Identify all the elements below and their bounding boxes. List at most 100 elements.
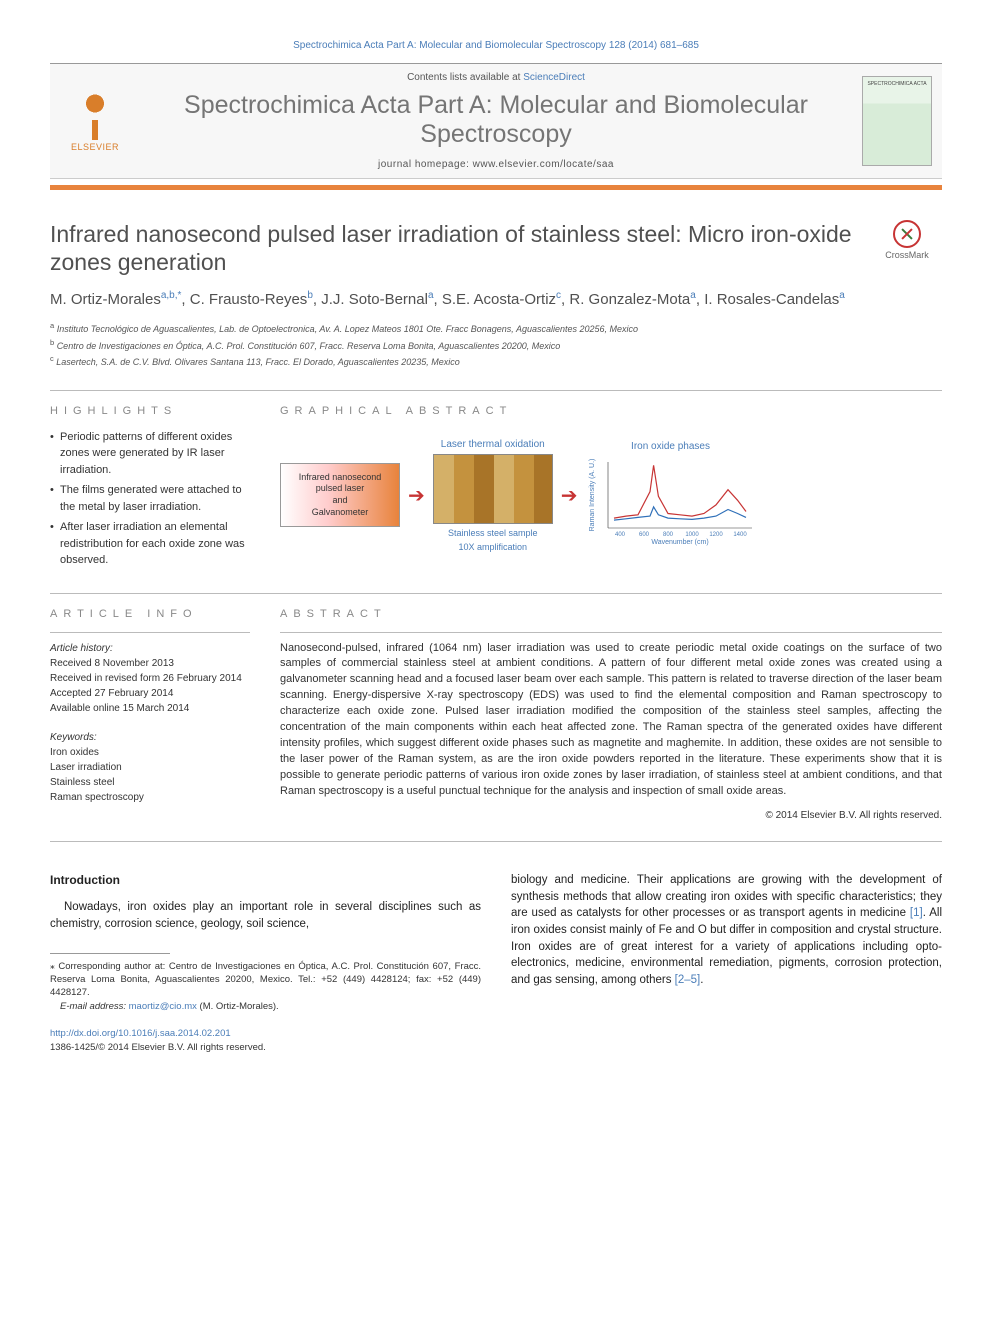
- ga-arrow-2-icon: ➔: [561, 483, 578, 508]
- elsevier-tree-icon: [70, 90, 120, 140]
- highlights-head: HIGHLIGHTS: [50, 405, 250, 417]
- ga-sample-cap2: 10X amplification: [433, 542, 553, 552]
- author-4-affil: c: [556, 290, 561, 301]
- contents-available-line: Contents lists available at ScienceDirec…: [150, 72, 842, 83]
- highlights-ga-row: HIGHLIGHTS Periodic patterns of differen…: [50, 405, 942, 573]
- email-link[interactable]: maortiz@cio.mx: [129, 1001, 197, 1012]
- svg-text:800: 800: [663, 532, 674, 538]
- keyword: Iron oxides: [50, 745, 250, 760]
- crossmark-label: CrossMark: [885, 250, 929, 260]
- info-subdivider: [50, 632, 250, 633]
- keyword: Stainless steel: [50, 775, 250, 790]
- journal-homepage: journal homepage: www.elsevier.com/locat…: [150, 159, 842, 170]
- email-label: E-mail address:: [60, 1001, 129, 1012]
- ga-sample-image: [433, 454, 553, 524]
- svg-text:Wavenumber (cm): Wavenumber (cm): [651, 539, 708, 546]
- author-2-affil: b: [307, 290, 313, 301]
- ga-laser-l4: Galvanometer: [287, 507, 393, 519]
- crossmark-icon: [893, 220, 921, 248]
- article-info-head: ARTICLE INFO: [50, 608, 250, 620]
- journal-cover-thumb: SPECTROCHIMICA ACTA: [862, 76, 932, 166]
- title-row: Infrared nanosecond pulsed laser irradia…: [50, 220, 942, 278]
- ga-laser-l2: pulsed laser: [287, 483, 393, 495]
- article-info-column: ARTICLE INFO Article history: Received 8…: [50, 608, 250, 821]
- divider-1: [50, 390, 942, 391]
- body-col-right: biology and medicine. Their applications…: [511, 872, 942, 1054]
- email-footnote: E-mail address: maortiz@cio.mx (M. Ortiz…: [50, 1000, 481, 1013]
- article-title: Infrared nanosecond pulsed laser irradia…: [50, 220, 852, 278]
- author-2: C. Frausto-Reyes: [190, 291, 308, 308]
- author-1: M. Ortiz-Morales: [50, 291, 161, 308]
- history-head: Article history:: [50, 641, 250, 656]
- article-history: Article history: Received 8 November 201…: [50, 641, 250, 716]
- author-list: M. Ortiz-Moralesa,b,*, C. Frausto-Reyesb…: [50, 289, 942, 310]
- elsevier-logo: ELSEVIER: [60, 86, 130, 156]
- author-4: S.E. Acosta-Ortiz: [442, 291, 556, 308]
- affiliation-b: b Centro de Investigaciones en Óptica, A…: [50, 337, 942, 354]
- journal-masthead: ELSEVIER Contents lists available at Sci…: [50, 63, 942, 179]
- author-6: I. Rosales-Candelas: [704, 291, 839, 308]
- affiliation-a: a Instituto Tecnológico de Aguascaliente…: [50, 320, 942, 337]
- abstract-column: ABSTRACT Nanosecond-pulsed, infrared (10…: [280, 608, 942, 821]
- ga-laser-l3: and: [287, 495, 393, 507]
- intro-2c: .: [700, 974, 703, 986]
- svg-text:600: 600: [639, 532, 650, 538]
- ga-phases-label: Iron oxide phases: [586, 441, 756, 452]
- doi-link[interactable]: http://dx.doi.org/10.1016/j.saa.2014.02.…: [50, 1028, 231, 1039]
- author-6-affil: a: [839, 290, 845, 301]
- highlight-item: After laser irradiation an elemental red…: [50, 519, 250, 569]
- top-citation: Spectrochimica Acta Part A: Molecular an…: [50, 40, 942, 51]
- ga-laser-box: Infrared nanosecond pulsed laser and Gal…: [280, 463, 400, 528]
- crossmark-badge[interactable]: CrossMark: [872, 220, 942, 260]
- email-attribution: (M. Ortiz-Morales).: [197, 1001, 279, 1012]
- highlights-list: Periodic patterns of different oxides zo…: [50, 429, 250, 569]
- svg-text:1400: 1400: [733, 532, 747, 538]
- orange-divider-bar: [50, 185, 942, 190]
- ref-link-2[interactable]: [2–5]: [675, 974, 701, 986]
- sciencedirect-link[interactable]: ScienceDirect: [523, 72, 585, 83]
- intro-para-1: Nowadays, iron oxides play an important …: [50, 899, 481, 932]
- ga-raman-chart: 400600800100012001400Wavenumber (cm)Rama…: [586, 456, 756, 546]
- doi-block: http://dx.doi.org/10.1016/j.saa.2014.02.…: [50, 1027, 481, 1055]
- ga-chart-block: Iron oxide phases 400 600 800 1000 1200 1400 W…: [586, 441, 756, 549]
- keywords-head: Keywords:: [50, 730, 250, 745]
- svg-text:1000: 1000: [685, 532, 699, 538]
- corresponding-author-footnote: ⁎ Corresponding author at: Centro de Inv…: [50, 960, 481, 1000]
- author-1-affil: a,b,*: [161, 290, 182, 301]
- publisher-logo-cell: ELSEVIER: [50, 64, 140, 178]
- keyword: Laser irradiation: [50, 760, 250, 775]
- body-col-left: Introduction Nowadays, iron oxides play …: [50, 872, 481, 1054]
- author-5-affil: a: [690, 290, 696, 301]
- ga-arrow-1-icon: ➔: [408, 483, 425, 508]
- author-3-affil: a: [428, 290, 434, 301]
- footnote-separator: [50, 953, 170, 954]
- divider-2: [50, 593, 942, 594]
- graphical-abstract: Infrared nanosecond pulsed laser and Gal…: [280, 429, 942, 562]
- highlights-column: HIGHLIGHTS Periodic patterns of differen…: [50, 405, 250, 573]
- intro-para-2: biology and medicine. Their applications…: [511, 872, 942, 989]
- author-3: J.J. Soto-Bernal: [321, 291, 428, 308]
- keywords-block: Keywords: Iron oxides Laser irradiation …: [50, 730, 250, 805]
- svg-text:1200: 1200: [709, 532, 723, 538]
- ga-sample-block: Laser thermal oxidation Stainless steel …: [433, 439, 553, 552]
- copyright-line: © 2014 Elsevier B.V. All rights reserved…: [280, 810, 942, 821]
- abstract-text: Nanosecond-pulsed, infrared (1064 nm) la…: [280, 641, 942, 800]
- journal-name: Spectrochimica Acta Part A: Molecular an…: [150, 91, 842, 149]
- info-abstract-row: ARTICLE INFO Article history: Received 8…: [50, 608, 942, 821]
- introduction-head: Introduction: [50, 872, 481, 889]
- divider-3: [50, 841, 942, 842]
- history-online: Available online 15 March 2014: [50, 701, 250, 716]
- svg-text:400: 400: [615, 532, 626, 538]
- intro-2a: biology and medicine. Their applications…: [511, 874, 942, 919]
- abstract-head: ABSTRACT: [280, 608, 942, 620]
- ga-head: GRAPHICAL ABSTRACT: [280, 405, 942, 417]
- history-accepted: Accepted 27 February 2014: [50, 686, 250, 701]
- contents-prefix: Contents lists available at: [407, 72, 523, 83]
- journal-cover-cell: SPECTROCHIMICA ACTA: [852, 64, 942, 178]
- ga-sample-cap1: Stainless steel sample: [433, 528, 553, 538]
- ref-link-1[interactable]: [1]: [910, 907, 923, 919]
- history-revised: Received in revised form 26 February 201…: [50, 671, 250, 686]
- affiliation-c: c Lasertech, S.A. de C.V. Blvd. Olivares…: [50, 353, 942, 370]
- masthead-center: Contents lists available at ScienceDirec…: [140, 64, 852, 178]
- highlight-item: The films generated were attached to the…: [50, 482, 250, 515]
